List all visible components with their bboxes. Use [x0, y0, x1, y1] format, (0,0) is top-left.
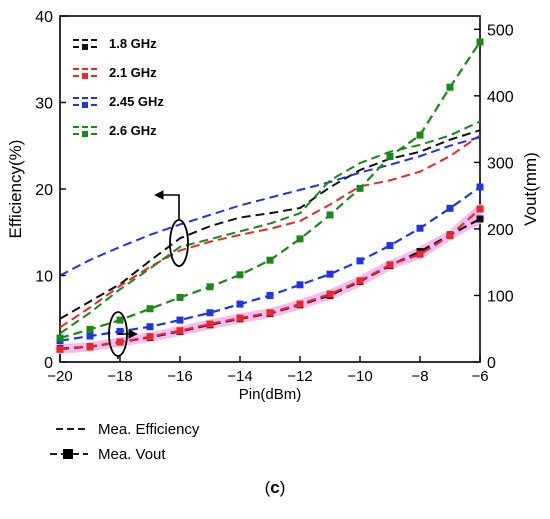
y-left-tick-label: 30 — [35, 96, 53, 113]
vout-point-2-6-ghz — [236, 271, 244, 279]
legend-vout-marker-2-6-ghz — [82, 131, 88, 137]
x-tick-label: −14 — [227, 368, 252, 385]
vout-point-1-8-ghz — [476, 215, 484, 223]
efficiency-indicator-ellipse — [169, 219, 189, 267]
vout-point-2-6-ghz — [266, 256, 274, 264]
legend-label-2-6-ghz: 2.6 GHz — [109, 123, 157, 138]
y-left-tick-label: 10 — [35, 269, 53, 286]
vout-point-2-6-ghz — [116, 316, 124, 324]
vout-point-2-1-ghz — [236, 314, 244, 322]
vout-point-2-1-ghz — [176, 327, 184, 335]
vout-point-2-45-ghz — [146, 323, 154, 331]
efficiency-line-1-8-ghz — [59, 129, 481, 320]
vout-legend-marker — [63, 449, 73, 459]
vout-legend-label: Mea. Vout — [98, 446, 166, 463]
y-axis-left-title: Efficiency(%) — [6, 140, 25, 239]
caption-open: ( — [264, 478, 271, 497]
vout-point-2-1-ghz — [206, 320, 214, 328]
vout-point-2-45-ghz — [356, 257, 364, 265]
vout-point-2-1-ghz — [476, 205, 484, 213]
x-tick-label: −20 — [47, 368, 72, 385]
legend-vout-marker-1-8-ghz — [82, 44, 88, 50]
vout-right-axis-arrow — [117, 334, 136, 359]
caption-close: ) — [279, 478, 286, 497]
vout-point-2-45-ghz — [416, 224, 424, 232]
vout-point-2-45-ghz — [476, 183, 484, 191]
efficiency-left-axis-arrow — [154, 190, 180, 220]
vout-point-2-6-ghz — [386, 152, 394, 160]
x-tick-label: −16 — [167, 368, 192, 385]
tick-layer: −20 −18 −16 −14 −12 −10 −8 −6010203040010020030… — [35, 9, 514, 385]
x-tick-label: −18 — [107, 368, 132, 385]
vout-point-2-6-ghz — [86, 325, 94, 333]
y-right-tick-label: 200 — [487, 222, 514, 239]
legend-label-2-1-ghz: 2.1 GHz — [109, 65, 157, 80]
y-right-tick-label: 0 — [487, 355, 496, 372]
efficiency-legend-label: Mea. Efficiency — [98, 421, 200, 438]
vout-point-2-45-ghz — [86, 332, 94, 340]
vout-point-2-6-ghz — [56, 334, 64, 342]
y-left-tick-label: 20 — [35, 182, 53, 199]
legend-label-1-8-ghz: 1.8 GHz — [109, 36, 157, 51]
vout-point-2-6-ghz — [206, 283, 214, 291]
y-right-tick-label: 300 — [487, 155, 514, 172]
series-layer — [56, 38, 484, 353]
vout-point-2-6-ghz — [476, 38, 484, 46]
vout-point-2-1-ghz — [386, 261, 394, 269]
y-axis-right-title: Vout(mm) — [521, 152, 540, 226]
y-right-tick-label: 500 — [487, 22, 514, 39]
x-tick-label: −10 — [347, 368, 372, 385]
vout-point-2-1-ghz — [266, 309, 274, 317]
vout-point-2-1-ghz — [416, 250, 424, 258]
vout-point-2-6-ghz — [296, 235, 304, 243]
x-tick-label: −12 — [287, 368, 312, 385]
vout-point-2-1-ghz — [356, 277, 364, 285]
x-axis-title: Pin(dBm) — [239, 386, 302, 403]
vout-point-2-45-ghz — [326, 270, 334, 278]
vout-point-2-45-ghz — [176, 316, 184, 324]
y-left-tick-label: 0 — [44, 355, 53, 372]
vout-point-2-1-ghz — [116, 338, 124, 346]
vout-point-2-45-ghz — [296, 281, 304, 289]
efficiency-line-2-6-ghz — [59, 120, 481, 335]
legend-label-2-45-ghz: 2.45 GHz — [109, 94, 164, 109]
vout-point-2-1-ghz — [296, 300, 304, 308]
vout-point-2-1-ghz — [56, 345, 64, 353]
y-left-tick-label: 40 — [35, 9, 53, 26]
efficiency-line-2-45-ghz — [59, 136, 481, 277]
legend-vout-marker-2-1-ghz — [82, 73, 88, 79]
vout-point-2-45-ghz — [206, 309, 214, 317]
vout-point-2-6-ghz — [326, 211, 334, 219]
x-tick-label: −6 — [471, 368, 488, 385]
vout-point-2-1-ghz — [86, 343, 94, 351]
measurement-legend: Mea. Efficiency Mea. Vout — [50, 421, 200, 463]
vout-point-2-6-ghz — [176, 293, 184, 301]
vout-point-2-6-ghz — [146, 305, 154, 313]
frequency-legend: 1.8 GHz 2.1 GHz 2.45 GHz 2.6 GHz — [73, 36, 164, 138]
vout-point-2-1-ghz — [446, 232, 454, 240]
y-right-tick-label: 400 — [487, 89, 514, 106]
x-tick-label: −8 — [411, 368, 428, 385]
vout-point-2-45-ghz — [386, 242, 394, 250]
vout-point-2-1-ghz — [326, 290, 334, 298]
vout-point-2-45-ghz — [266, 291, 274, 299]
vout-point-2-45-ghz — [116, 327, 124, 335]
vout-point-2-6-ghz — [416, 131, 424, 139]
caption-letter: c — [270, 478, 280, 497]
vout-point-2-45-ghz — [236, 300, 244, 308]
vout-point-2-6-ghz — [356, 184, 364, 192]
vout-point-2-1-ghz — [146, 333, 154, 341]
vout-point-2-45-ghz — [446, 204, 454, 212]
legend-vout-marker-2-45-ghz — [82, 102, 88, 108]
efficiency-line-2-1-ghz — [59, 134, 481, 329]
vout-point-2-6-ghz — [446, 83, 454, 91]
figure-caption: (c) — [0, 478, 550, 498]
y-right-tick-label: 100 — [487, 288, 514, 305]
